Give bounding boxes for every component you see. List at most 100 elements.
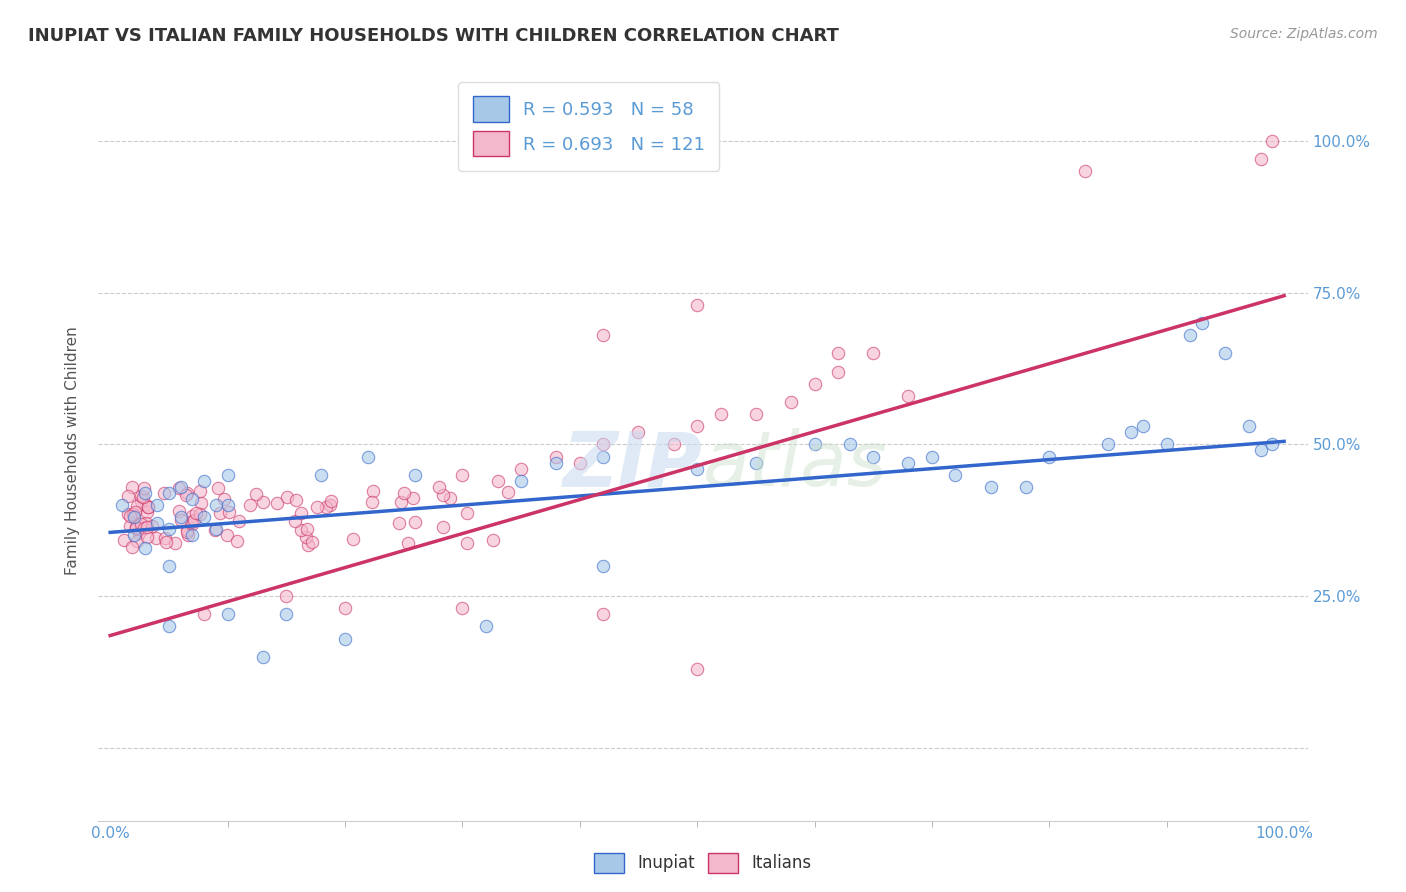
Point xyxy=(118,519,141,533)
Point xyxy=(169,480,191,494)
Point xyxy=(456,506,478,520)
Point xyxy=(451,601,474,615)
Point xyxy=(710,407,733,421)
Legend: Inupiat, Italians: Inupiat, Italians xyxy=(588,847,818,880)
Point xyxy=(427,480,450,494)
Point xyxy=(125,519,148,533)
Point xyxy=(207,481,229,495)
Point xyxy=(134,481,156,495)
Point xyxy=(276,607,298,622)
Point xyxy=(475,619,498,633)
Point xyxy=(307,500,329,515)
Point xyxy=(1132,419,1154,434)
Point xyxy=(215,528,238,542)
Point xyxy=(252,495,274,509)
Point xyxy=(125,521,148,535)
Point xyxy=(204,498,226,512)
Point xyxy=(432,520,454,534)
Point xyxy=(112,533,135,547)
Point xyxy=(141,519,163,533)
Point xyxy=(290,523,312,537)
Point xyxy=(127,534,149,549)
Point xyxy=(897,389,920,403)
Point xyxy=(129,517,152,532)
Point xyxy=(396,535,419,549)
Point xyxy=(117,507,139,521)
Point xyxy=(745,456,768,470)
Point xyxy=(209,506,232,520)
Point xyxy=(124,505,146,519)
Point xyxy=(862,346,884,360)
Point xyxy=(136,520,159,534)
Point xyxy=(803,376,825,391)
Point xyxy=(135,516,157,531)
Point xyxy=(176,523,198,537)
Point xyxy=(145,532,167,546)
Point xyxy=(1250,443,1272,458)
Point xyxy=(686,419,709,434)
Point xyxy=(121,541,143,555)
Point xyxy=(1191,316,1213,330)
Point xyxy=(301,535,323,549)
Point xyxy=(183,513,205,527)
Point xyxy=(180,515,202,529)
Point xyxy=(295,531,318,545)
Point xyxy=(136,530,159,544)
Point xyxy=(315,500,337,515)
Point xyxy=(111,498,134,512)
Point xyxy=(128,525,150,540)
Point xyxy=(686,298,709,312)
Point xyxy=(204,522,226,536)
Point xyxy=(176,485,198,500)
Point xyxy=(389,495,412,509)
Point xyxy=(662,437,685,451)
Point xyxy=(1121,425,1143,440)
Point xyxy=(510,461,533,475)
Point xyxy=(1156,437,1178,451)
Point xyxy=(285,493,308,508)
Point xyxy=(686,461,709,475)
Point xyxy=(136,500,159,515)
Point xyxy=(388,516,411,531)
Point xyxy=(157,522,180,536)
Point xyxy=(592,437,614,451)
Text: Source: ZipAtlas.com: Source: ZipAtlas.com xyxy=(1230,27,1378,41)
Point xyxy=(1038,450,1060,464)
Point xyxy=(170,513,193,527)
Point xyxy=(592,607,614,622)
Point xyxy=(546,450,568,464)
Point xyxy=(482,533,505,547)
Point xyxy=(510,474,533,488)
Point xyxy=(136,504,159,518)
Point xyxy=(218,505,240,519)
Point xyxy=(1261,437,1284,451)
Point xyxy=(176,528,198,542)
Point xyxy=(361,484,384,499)
Point xyxy=(546,456,568,470)
Point xyxy=(184,506,207,520)
Point xyxy=(392,486,415,500)
Point xyxy=(333,632,356,646)
Point xyxy=(146,498,169,512)
Point xyxy=(134,541,156,555)
Point xyxy=(319,498,342,512)
Point xyxy=(342,532,364,546)
Point xyxy=(862,450,884,464)
Point xyxy=(592,450,614,464)
Point xyxy=(276,589,298,603)
Point xyxy=(627,425,650,440)
Point xyxy=(217,498,239,512)
Point xyxy=(1097,437,1119,451)
Point xyxy=(129,489,152,503)
Point xyxy=(217,467,239,482)
Point xyxy=(921,450,943,464)
Point xyxy=(686,662,709,676)
Point xyxy=(217,607,239,622)
Point xyxy=(135,498,157,512)
Point xyxy=(122,528,145,542)
Point xyxy=(193,474,215,488)
Point xyxy=(1015,480,1038,494)
Point xyxy=(486,474,509,488)
Point xyxy=(780,395,803,409)
Point xyxy=(204,523,226,537)
